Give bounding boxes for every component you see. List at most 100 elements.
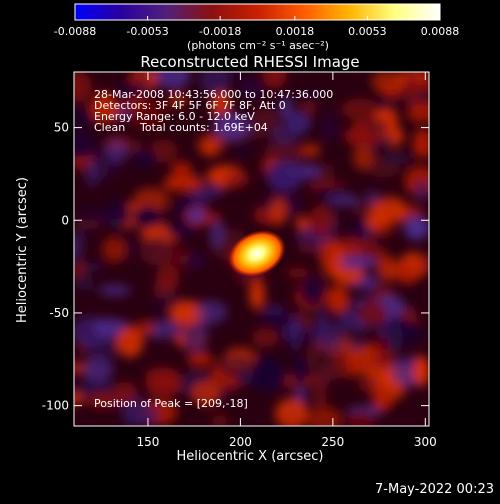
noise-blob bbox=[404, 215, 429, 240]
noise-blob bbox=[231, 72, 248, 79]
annotation-detectors: Detectors: 3F 4F 5F 6F 7F 8F, Att 0 bbox=[94, 99, 286, 112]
noise-blob bbox=[98, 284, 132, 297]
colorbar bbox=[74, 3, 441, 21]
noise-blob bbox=[407, 100, 429, 124]
noise-blob bbox=[249, 361, 288, 392]
colorbar-unit: (photons cm⁻² s⁻¹ asec⁻²) bbox=[187, 39, 329, 52]
noise-blob bbox=[313, 187, 350, 198]
noise-blob bbox=[101, 236, 127, 263]
noise-blob bbox=[340, 98, 379, 120]
noise-blob bbox=[74, 233, 84, 259]
noise-blob bbox=[74, 72, 92, 103]
noise-blob bbox=[396, 261, 418, 285]
noise-blob bbox=[326, 285, 350, 314]
annotation-counts: Total counts: 1.69E+04 bbox=[139, 121, 268, 134]
noise-blob bbox=[351, 352, 366, 373]
noise-blob bbox=[74, 219, 103, 230]
noise-blob bbox=[135, 320, 157, 336]
noise-blob bbox=[387, 323, 404, 353]
noise-blob bbox=[251, 328, 279, 348]
noise-blob bbox=[249, 279, 265, 310]
x-tick-label: 300 bbox=[414, 435, 437, 449]
noise-blob bbox=[306, 345, 319, 372]
noise-blob bbox=[75, 275, 94, 291]
noise-blob bbox=[352, 144, 376, 171]
noise-blob bbox=[313, 384, 327, 414]
noise-blob bbox=[126, 97, 166, 129]
noise-blob bbox=[86, 392, 120, 409]
noise-blob bbox=[91, 90, 116, 122]
noise-blob bbox=[360, 285, 376, 301]
noise-blob bbox=[285, 267, 310, 279]
noise-blob bbox=[372, 348, 391, 372]
noise-blob bbox=[237, 146, 252, 158]
chart-title: Reconstructed RHESSI Image bbox=[140, 53, 359, 71]
noise-blob bbox=[86, 159, 100, 188]
colorbar-tick-label: -0.0018 bbox=[199, 25, 241, 38]
noise-blob bbox=[209, 415, 230, 426]
plot-frame bbox=[73, 71, 430, 427]
noise-blob bbox=[274, 398, 309, 426]
colorbar-tick-label: -0.0053 bbox=[126, 25, 168, 38]
peak-source bbox=[228, 229, 286, 278]
noise-blob bbox=[279, 95, 293, 120]
noise-blob bbox=[292, 355, 309, 387]
noise-blob bbox=[413, 128, 429, 159]
axis-ticks: 150 200 250 300 50 0 -50 -100 bbox=[42, 72, 437, 449]
noise-blob bbox=[300, 143, 321, 157]
y-tick-label: -50 bbox=[49, 306, 69, 320]
noise-blob bbox=[153, 297, 169, 311]
noise-blob bbox=[335, 350, 350, 376]
noise-blob bbox=[124, 139, 143, 154]
noise-blob bbox=[196, 134, 225, 156]
noise-blob bbox=[297, 89, 323, 102]
noise-blob bbox=[419, 253, 429, 274]
heatmap-image bbox=[74, 72, 429, 426]
noise-blob bbox=[116, 327, 144, 358]
noise-blob bbox=[145, 371, 183, 397]
noise-blob bbox=[121, 403, 159, 426]
noise-blob bbox=[315, 367, 331, 389]
noise-blob bbox=[321, 111, 338, 143]
noise-blob bbox=[373, 196, 408, 225]
noise-blob bbox=[165, 222, 198, 238]
noise-blob bbox=[195, 300, 228, 324]
noise-blob bbox=[245, 122, 269, 139]
colorbar-tick-label: 0.0088 bbox=[421, 25, 460, 38]
annotation-time: 28-Mar-2008 10:43:56.000 to 10:47:36.000 bbox=[94, 88, 333, 101]
noise-blob bbox=[364, 190, 380, 205]
noise-blob bbox=[306, 406, 343, 426]
noise-blob bbox=[419, 76, 429, 94]
y-tick-label: 0 bbox=[61, 213, 69, 227]
noise-blob bbox=[132, 205, 164, 228]
noise-blob bbox=[295, 216, 309, 231]
noise-blob bbox=[326, 195, 360, 206]
noise-blob bbox=[257, 312, 293, 327]
noise-blob bbox=[298, 237, 317, 254]
noise-blob bbox=[300, 101, 317, 116]
noise-blob bbox=[371, 72, 405, 94]
noise-blob bbox=[266, 160, 304, 192]
colorbar-tick-label: -0.0088 bbox=[54, 25, 96, 38]
noise-blob bbox=[132, 147, 157, 168]
noise-blob bbox=[213, 113, 251, 142]
noise-blob bbox=[188, 208, 205, 223]
x-tick-label: 250 bbox=[321, 435, 344, 449]
noise-blob bbox=[308, 205, 334, 237]
noise-blob bbox=[116, 81, 142, 100]
noise-blob bbox=[74, 262, 105, 273]
noise-blob bbox=[251, 108, 280, 125]
noise-blob bbox=[354, 213, 368, 241]
noise-blob bbox=[187, 351, 214, 368]
noise-blob bbox=[270, 124, 300, 145]
noise-blob bbox=[339, 256, 376, 269]
noise-blob bbox=[346, 410, 376, 426]
y-tick-label: -100 bbox=[42, 399, 69, 413]
noise-blob bbox=[357, 376, 382, 393]
noise-blob bbox=[199, 72, 231, 95]
noise-blob bbox=[372, 387, 394, 412]
noise-blob bbox=[155, 72, 191, 89]
noise-blob bbox=[139, 236, 173, 266]
noise-blob bbox=[414, 180, 429, 201]
